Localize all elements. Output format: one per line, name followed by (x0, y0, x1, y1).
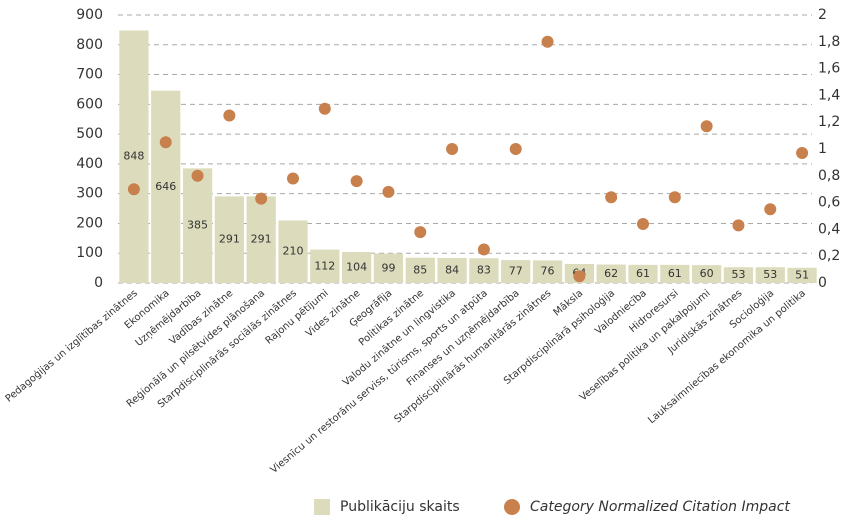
y2-tick-label: 0,6 (818, 195, 840, 211)
value-label: 61 (636, 267, 650, 280)
bar (437, 257, 467, 283)
bar (278, 220, 308, 283)
bar (755, 267, 785, 283)
dot (700, 120, 713, 133)
y-tick-label: 200 (76, 215, 103, 231)
value-label: 84 (445, 263, 459, 276)
bar (723, 267, 754, 283)
value-label: 85 (413, 263, 427, 276)
value-label: 62 (604, 267, 618, 280)
dot (541, 35, 554, 48)
bar (214, 196, 244, 283)
dot (764, 203, 777, 216)
dot (573, 270, 586, 283)
y2-tick-label: 1,6 (818, 61, 840, 77)
dot (127, 183, 140, 196)
y2-tick-label: 2 (818, 7, 827, 23)
y-tick-label: 0 (94, 275, 103, 291)
value-label: 646 (155, 180, 176, 193)
dot (350, 175, 363, 188)
bar (532, 260, 563, 283)
y-tick-label: 300 (76, 186, 103, 202)
x-tick-label: Pedagoģijas un izglītības zinātnes (4, 288, 140, 405)
dot (287, 172, 299, 185)
value-label: 60 (700, 267, 714, 280)
value-label: 51 (795, 268, 809, 281)
bar (787, 267, 817, 283)
value-label: 291 (219, 233, 240, 246)
value-label: 76 (541, 265, 555, 278)
value-label: 99 (381, 261, 395, 274)
dot (446, 143, 459, 155)
dot (414, 226, 427, 239)
value-label: 385 (187, 219, 208, 232)
dot (637, 218, 649, 231)
bar (246, 196, 276, 283)
y-tick-label: 600 (76, 96, 103, 112)
bar (469, 258, 499, 283)
bar (692, 265, 722, 283)
y-tick-label: 800 (76, 37, 103, 53)
dot (668, 191, 681, 204)
legend-swatch (314, 499, 330, 515)
value-label: 291 (251, 233, 272, 246)
value-label: 210 (283, 245, 304, 258)
bar (342, 252, 372, 283)
value-label: 53 (731, 268, 745, 281)
value-label: 83 (477, 264, 491, 277)
bar (182, 168, 213, 283)
y2-tick-label: 0,2 (818, 248, 840, 264)
dot (382, 185, 395, 198)
legend-label: Category Normalized Citation Impact (530, 499, 790, 515)
bar (373, 253, 404, 283)
dot (318, 102, 331, 115)
value-label: 848 (123, 150, 144, 163)
bar (310, 249, 340, 283)
value-label: 112 (314, 259, 335, 272)
dot (191, 169, 204, 182)
y2-tick-label: 0 (818, 275, 827, 291)
dot (732, 219, 745, 232)
bar (660, 264, 690, 283)
bar (596, 264, 626, 283)
bar (628, 264, 658, 283)
value-label: 53 (763, 268, 777, 281)
y-tick-label: 700 (76, 67, 103, 83)
dot (255, 192, 268, 205)
y-tick-label: 400 (76, 156, 103, 172)
y-tick-label: 900 (76, 7, 103, 23)
bar (151, 90, 181, 283)
dot (509, 143, 522, 155)
y-tick-label: 500 (76, 126, 103, 142)
y2-tick-label: 0,4 (818, 221, 840, 237)
y2-tick-label: 0,8 (818, 168, 840, 184)
dot (477, 243, 490, 256)
value-label: 77 (509, 265, 523, 278)
bar (405, 257, 435, 283)
legend-label: Publikāciju skaits (340, 499, 460, 515)
y2-tick-label: 1,4 (818, 87, 840, 103)
value-label: 61 (668, 267, 682, 280)
value-label: 104 (346, 261, 367, 274)
y2-tick-label: 1,8 (818, 34, 840, 50)
bar (501, 260, 531, 283)
y-tick-label: 100 (76, 245, 103, 261)
dot (159, 136, 172, 149)
y2-tick-label: 1 (818, 141, 827, 157)
dot (796, 147, 809, 160)
x-tick-label: Vides zinātne (304, 288, 363, 340)
dot (223, 109, 236, 122)
bar (119, 30, 149, 284)
dot (605, 191, 618, 204)
y2-tick-label: 1,2 (818, 114, 840, 130)
legend-swatch (504, 499, 520, 515)
